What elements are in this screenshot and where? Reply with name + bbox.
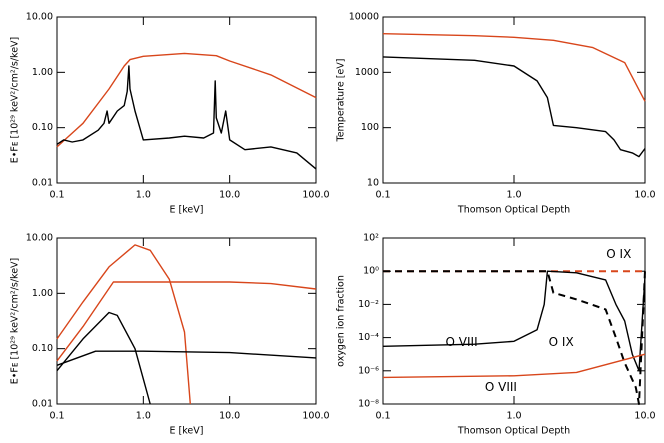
x-tick-label: 1.0 <box>136 190 151 201</box>
x-tick-label: 10.0 <box>634 411 655 422</box>
y-tick-label: 0.10 <box>32 122 53 133</box>
x-tick-label: 100.0 <box>302 411 329 422</box>
x-tick-label: 0.1 <box>375 411 390 422</box>
data-line <box>382 33 646 102</box>
data-line <box>56 350 317 366</box>
x-tick-label: 1.0 <box>506 411 521 422</box>
x-tick-label: 0.1 <box>375 190 390 201</box>
data-line <box>56 52 317 148</box>
x-tick-label: 10.0 <box>634 190 655 201</box>
y-tick-label: 10.00 <box>26 233 53 244</box>
plot-frame <box>382 16 646 184</box>
x-tick-label: 1.0 <box>136 411 151 422</box>
y-axis-label: E•Fᴇ [10²⁹ keV²/cm²/s/keV] <box>10 258 21 385</box>
annotation: O IX <box>549 335 574 349</box>
annotation: O IX <box>606 247 631 261</box>
data-line <box>56 311 151 405</box>
y-tick-label: 10⁻⁴ <box>358 332 379 343</box>
y-tick-label: 1.00 <box>32 288 53 299</box>
plot-frame <box>56 16 317 184</box>
plot-frame <box>56 237 317 405</box>
x-axis-label: Thomson Optical Depth <box>457 205 570 216</box>
y-axis-label: oxygen ion fraction <box>336 275 347 367</box>
data-line <box>382 270 646 372</box>
x-axis-label: E [keV] <box>170 426 204 437</box>
y-tick-label: 10⁻⁸ <box>358 399 379 410</box>
y-tick-label: 0.01 <box>32 399 53 410</box>
y-tick-label: 10⁻² <box>358 299 379 310</box>
data-line <box>56 281 317 362</box>
data-line <box>56 65 317 170</box>
y-tick-label: 0.10 <box>32 343 53 354</box>
data-line <box>382 56 646 158</box>
x-tick-label: 10.0 <box>219 411 240 422</box>
x-tick-label: 0.1 <box>49 190 64 201</box>
y-tick-label: 10² <box>363 233 379 244</box>
data-line <box>383 270 646 405</box>
y-axis-label: E•Fᴇ [10²⁹ keV²/cm²/s/keV] <box>10 37 21 164</box>
data-line <box>56 244 191 405</box>
x-tick-label: 1.0 <box>506 190 521 201</box>
x-tick-label: 10.0 <box>219 190 240 201</box>
y-tick-label: 0.01 <box>32 178 53 189</box>
y-tick-label: 1000 <box>355 67 379 78</box>
y-tick-label: 10⁰ <box>363 266 379 277</box>
y-axis-label: Temperature [eV] <box>336 59 347 143</box>
annotation: O VIII <box>485 380 517 394</box>
x-axis-label: Thomson Optical Depth <box>457 426 570 437</box>
x-tick-label: 0.1 <box>49 411 64 422</box>
x-axis-label: E [keV] <box>170 205 204 216</box>
x-tick-label: 100.0 <box>302 190 329 201</box>
y-tick-label: 10⁻⁶ <box>358 365 379 376</box>
y-tick-label: 10000 <box>349 12 379 23</box>
y-tick-label: 10 <box>367 178 379 189</box>
annotation: O VIII <box>446 335 478 349</box>
y-tick-label: 1.00 <box>32 67 53 78</box>
y-tick-label: 10.00 <box>26 12 53 23</box>
data-line <box>382 353 646 379</box>
y-tick-label: 100 <box>361 122 379 133</box>
